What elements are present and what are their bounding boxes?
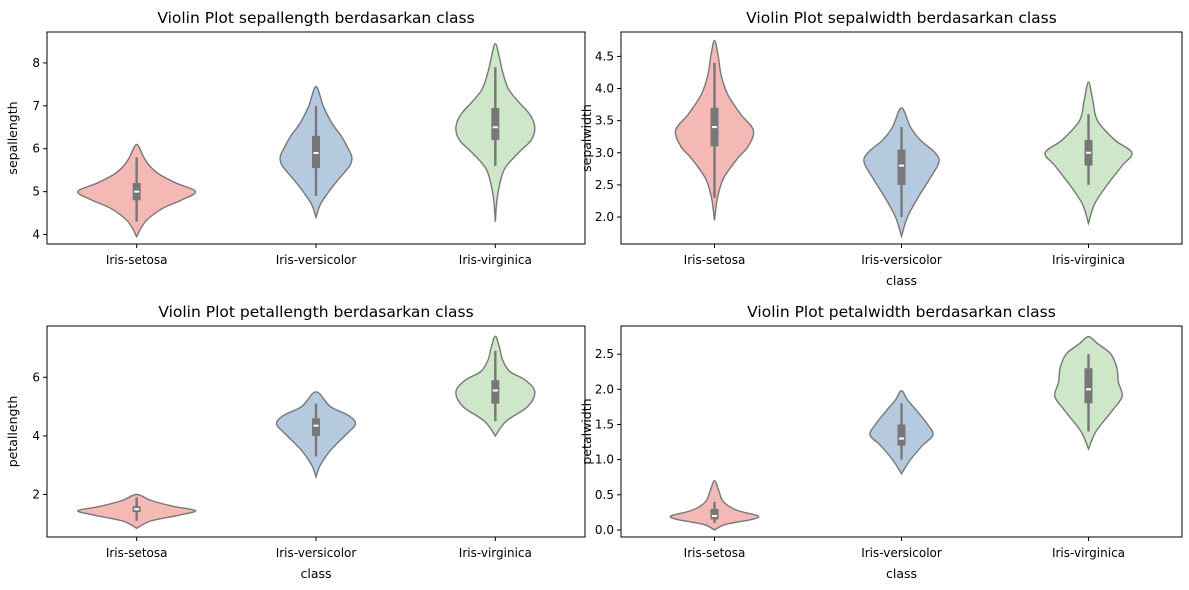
x-tick-label: Iris-virginica bbox=[1052, 546, 1125, 560]
y-tick-label: 2.0 bbox=[595, 210, 614, 224]
violin-chart-sepalwidth: 2.0 2.5 3.0 3.5 4.0 4.5 Iris-setosa Iris-versic… bbox=[579, 9, 1183, 288]
violin-iqr-box bbox=[897, 149, 906, 185]
violin-iqr-box bbox=[312, 135, 320, 169]
y-tick-label: 7 bbox=[32, 99, 40, 113]
x-tick-label: Iris-setosa bbox=[684, 546, 746, 560]
y-tick-label: 0.0 bbox=[595, 523, 614, 537]
violin-chart-petallength: 2 4 6 Iris-setosa Iris-versicolor Iris-virgin… bbox=[5, 303, 586, 581]
y-tick-label: 2 bbox=[32, 488, 40, 502]
violin-iqr-box bbox=[897, 424, 906, 446]
y-tick-label: 2.5 bbox=[595, 347, 614, 361]
x-tick-label: Iris-versicolor bbox=[276, 253, 357, 267]
chart-title: Violin Plot sepallength berdasarkan clas… bbox=[157, 9, 474, 27]
y-tick-label: 6 bbox=[32, 142, 40, 156]
violin-median bbox=[134, 508, 140, 511]
x-tick-label: Iris-setosa bbox=[106, 546, 168, 560]
violin-iqr-box bbox=[710, 508, 719, 520]
x-tick-label: Iris-virginica bbox=[1052, 253, 1125, 267]
violin-chart-sepallength: 4 5 6 7 8 Iris-setosa Iris-versicolor Iris-virg… bbox=[5, 9, 586, 267]
violin-chart-petalwidth: 0.0 0.5 1.0 1.5 2.0 2.5 Iris-setosa Iris-versic… bbox=[579, 303, 1183, 581]
y-tick-label: 2.0 bbox=[595, 382, 614, 396]
x-tick-label: Iris-versicolor bbox=[861, 546, 942, 560]
x-tick-label: Iris-virginica bbox=[459, 253, 532, 267]
y-tick-label: 1.0 bbox=[595, 453, 614, 467]
x-axis-label: class bbox=[886, 566, 917, 581]
violin-iqr-box bbox=[1084, 368, 1093, 404]
y-tick-label: 4 bbox=[32, 429, 40, 443]
x-tick-label: Iris-setosa bbox=[106, 253, 168, 267]
x-tick-label: Iris-virginica bbox=[459, 546, 532, 560]
x-axis-label: class bbox=[886, 273, 917, 288]
y-tick-label: 0.5 bbox=[595, 488, 614, 502]
violin-iqr-box bbox=[491, 107, 500, 141]
violin-median bbox=[712, 126, 717, 129]
violin-median bbox=[899, 437, 904, 440]
violin-iqr-box bbox=[312, 418, 320, 436]
violin-median bbox=[313, 424, 319, 427]
y-tick-label: 6 bbox=[32, 370, 40, 384]
y-tick-label: 3.5 bbox=[595, 114, 614, 128]
violin-median bbox=[899, 164, 904, 167]
violin-median bbox=[492, 389, 498, 392]
violin-median bbox=[1086, 388, 1091, 391]
y-axis-label: petalwidth bbox=[579, 398, 594, 464]
y-tick-label: 2.5 bbox=[595, 178, 614, 192]
y-tick-label: 4.0 bbox=[595, 82, 614, 96]
x-tick-label: Iris-versicolor bbox=[276, 546, 357, 560]
violin-median bbox=[712, 514, 717, 517]
x-tick-label: Iris-setosa bbox=[684, 253, 746, 267]
y-axis-label: petallength bbox=[5, 396, 20, 468]
chart-title: Violin Plot sepalwidth berdasarkan class bbox=[746, 9, 1057, 27]
violin-median bbox=[313, 152, 319, 155]
y-tick-label: 1.5 bbox=[595, 417, 614, 431]
violin-iqr-box bbox=[491, 380, 500, 404]
x-tick-label: Iris-versicolor bbox=[861, 253, 942, 267]
y-axis-label: sepalwidth bbox=[579, 104, 594, 172]
y-tick-label: 4 bbox=[32, 228, 40, 242]
y-tick-label: 8 bbox=[32, 56, 40, 70]
y-axis-label: sepallength bbox=[5, 101, 20, 174]
y-tick-label: 4.5 bbox=[595, 49, 614, 63]
chart-title: Violin Plot petallength berdasarkan clas… bbox=[158, 303, 473, 321]
y-tick-label: 3.0 bbox=[595, 146, 614, 160]
x-axis-label: class bbox=[300, 566, 331, 581]
y-tick-label: 5 bbox=[32, 185, 40, 199]
violin-median bbox=[1086, 151, 1091, 154]
violin-median bbox=[492, 126, 498, 129]
chart-title: Violin Plot petalwidth berdasarkan class bbox=[747, 303, 1056, 321]
violin-median bbox=[134, 190, 140, 193]
